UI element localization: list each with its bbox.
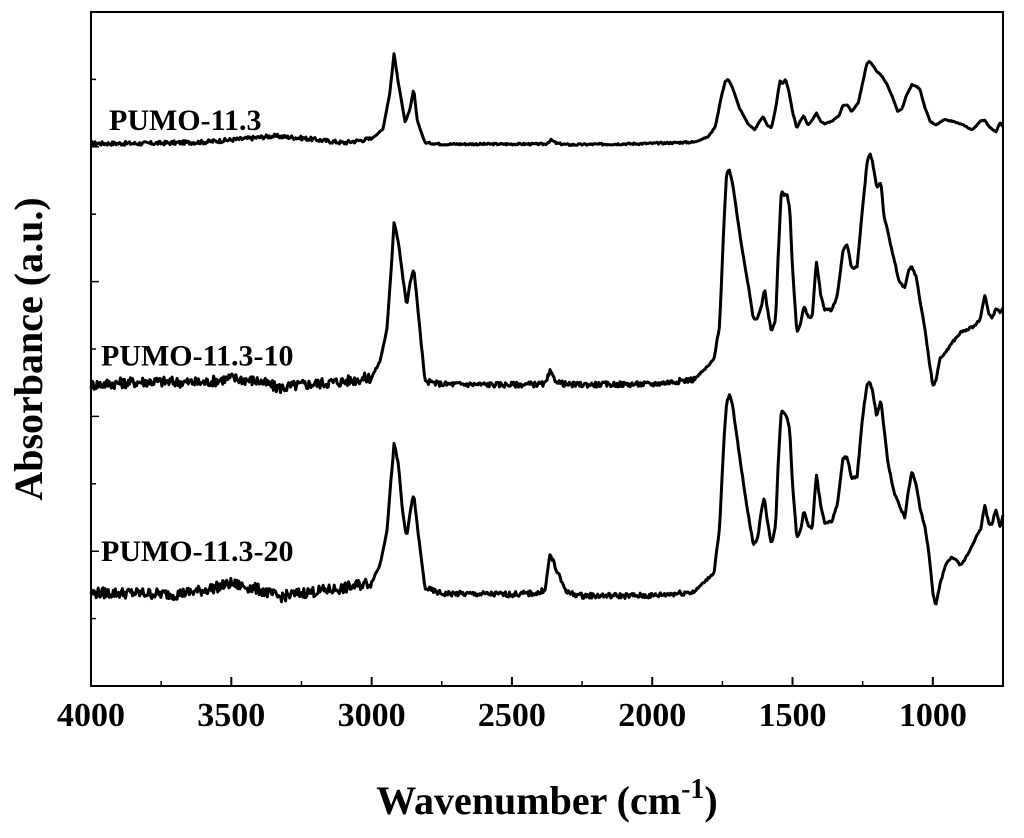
x-tick-label: 2500: [478, 697, 546, 734]
y-axis-ticks: [91, 78, 99, 620]
spectrum-line: [89, 152, 1005, 395]
x-tick-label: 4000: [57, 697, 125, 734]
series-label: PUMO-11.3: [109, 104, 261, 137]
x-tick-label: 3000: [338, 697, 406, 734]
spectrum-line: [90, 52, 1005, 147]
spectrum-line: [89, 380, 1005, 606]
x-tick-label: 2000: [618, 697, 686, 734]
spectra-traces: [89, 52, 1005, 606]
x-axis-title-main: Wavenumber (cm: [376, 778, 681, 823]
series-label: PUMO-11.3-20: [101, 535, 293, 568]
x-tick-label: 1000: [899, 697, 967, 734]
series-label: PUMO-11.3-10: [101, 340, 293, 373]
x-tick-label: 3500: [197, 697, 265, 734]
series-labels: PUMO-11.3 PUMO-11.3-10 PUMO-11.3-20: [101, 104, 293, 568]
x-axis-title-superscript: -1: [681, 774, 704, 805]
x-axis-ticks: 4000 3500 3000 2500 2000 1500 1000: [57, 677, 967, 734]
x-axis-title: Wavenumber (cm-1): [376, 774, 717, 823]
x-tick-label: 1500: [759, 697, 827, 734]
y-axis-title: Absorbance (a.u.): [6, 197, 51, 500]
x-axis-title-close: ): [704, 778, 717, 823]
